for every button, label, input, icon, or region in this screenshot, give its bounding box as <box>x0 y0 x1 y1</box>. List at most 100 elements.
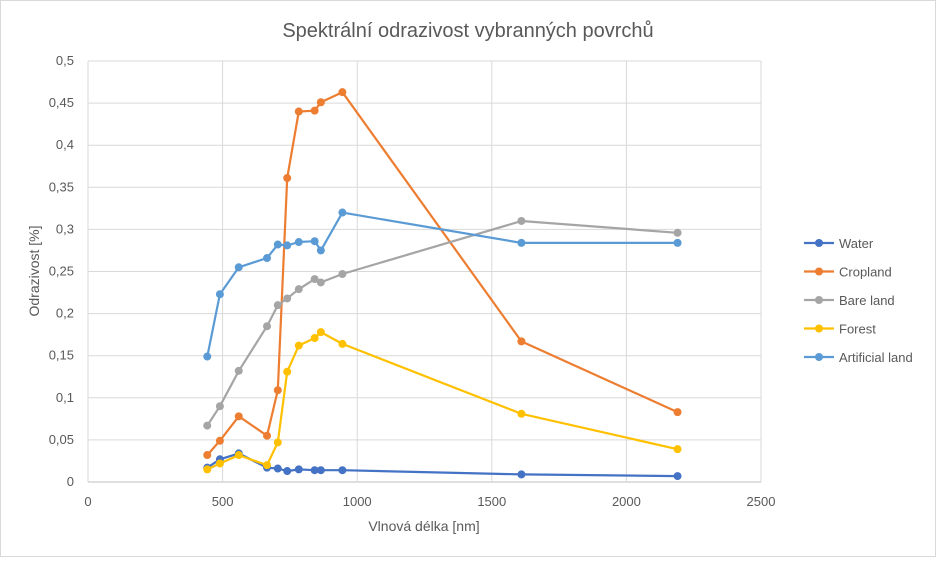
data-point <box>273 464 282 473</box>
data-point <box>263 254 272 263</box>
series-line <box>206 91 678 456</box>
legend-swatch-marker <box>815 296 823 304</box>
data-point <box>263 461 272 470</box>
data-point <box>673 238 682 247</box>
legend-label: Artificial land <box>839 350 913 365</box>
data-point <box>517 216 526 225</box>
legend-label: Cropland <box>839 265 892 280</box>
data-point <box>234 451 243 460</box>
legend-label: Water <box>839 236 874 251</box>
series-line <box>206 211 678 357</box>
chart-title: Spektrální odrazivost vybranných povrchů <box>282 20 653 42</box>
data-point <box>310 237 319 246</box>
data-point <box>338 88 347 97</box>
data-point <box>203 352 212 361</box>
y-axis-label: Odrazivost [%] <box>26 225 42 316</box>
data-point <box>316 328 325 337</box>
data-point <box>673 408 682 417</box>
data-point <box>316 278 325 287</box>
y-tick-label: 0,15 <box>49 348 74 363</box>
data-point <box>294 107 303 116</box>
x-tick-label: 2000 <box>612 494 641 509</box>
legend: Water Cropland Bare land Forest Artificial l… <box>804 236 913 365</box>
data-point <box>310 106 319 115</box>
data-point <box>203 421 212 430</box>
data-point <box>310 334 319 343</box>
y-tick-label: 0,25 <box>49 264 74 279</box>
y-tick-label: 0,05 <box>49 432 74 447</box>
data-point <box>273 301 282 310</box>
data-point <box>310 466 319 475</box>
data-point <box>273 386 282 395</box>
data-point <box>517 238 526 247</box>
legend-item: Water <box>804 236 874 251</box>
legend-swatch-marker <box>815 239 823 247</box>
data-point <box>234 263 243 272</box>
data-point <box>215 436 224 445</box>
data-point <box>263 431 272 440</box>
y-tick-label: 0 <box>67 474 74 489</box>
legend-swatch-marker <box>815 353 823 361</box>
data-point <box>517 337 526 346</box>
legend-item: Artificial land <box>804 350 913 365</box>
y-tick-label: 0,5 <box>56 53 74 68</box>
x-tick-label: 1500 <box>477 494 506 509</box>
x-tick-label: 2500 <box>747 494 776 509</box>
series-line <box>206 331 678 471</box>
legend-swatch-marker <box>815 267 823 276</box>
data-point <box>673 228 682 237</box>
data-point <box>338 466 347 475</box>
data-point <box>316 246 325 255</box>
y-tick-label: 0,3 <box>56 221 74 236</box>
series-bare-land <box>203 216 682 430</box>
series-water <box>203 449 682 481</box>
series-artificial-land <box>203 208 682 361</box>
series-forest <box>203 328 682 474</box>
data-point <box>283 467 292 476</box>
y-tick-label: 0,1 <box>56 390 74 405</box>
data-point <box>316 466 325 475</box>
data-point <box>273 240 282 249</box>
grid <box>87 60 762 483</box>
data-point <box>234 366 243 375</box>
y-tick-label: 0,35 <box>49 179 74 194</box>
data-point <box>294 285 303 294</box>
data-point <box>203 451 212 460</box>
series-line <box>206 219 678 427</box>
data-point <box>517 470 526 479</box>
axes: 0 0,05 0,1 0,15 0,2 0,25 0,3 0,35 0,4 0,45 0,5 0 500… <box>49 53 776 509</box>
data-point <box>203 465 212 474</box>
x-tick-label: 0 <box>84 494 91 509</box>
legend-label: Forest <box>839 322 876 337</box>
x-axis-label: Vlnová délka [nm] <box>368 518 479 534</box>
data-point <box>273 438 282 447</box>
data-point <box>673 445 682 454</box>
data-point <box>316 98 325 107</box>
data-point <box>263 322 272 331</box>
data-point <box>215 459 224 468</box>
data-point <box>294 238 303 247</box>
data-point <box>283 294 292 303</box>
data-point <box>338 270 347 279</box>
data-point <box>283 367 292 376</box>
data-point <box>283 241 292 250</box>
y-tick-label: 0,45 <box>49 95 74 110</box>
data-point <box>294 341 303 350</box>
x-tick-label: 1000 <box>343 494 372 509</box>
series-lines <box>203 88 682 481</box>
data-point <box>310 275 319 284</box>
y-tick-label: 0,4 <box>56 137 74 152</box>
legend-item: Bare land <box>804 293 895 308</box>
data-point <box>283 174 292 183</box>
legend-label: Bare land <box>839 293 895 308</box>
data-point <box>338 208 347 217</box>
data-point <box>338 339 347 348</box>
series-cropland <box>203 88 682 460</box>
data-point <box>215 402 224 411</box>
data-point <box>294 465 303 474</box>
data-point <box>215 290 224 299</box>
legend-item: Forest <box>804 322 876 337</box>
x-tick-label: 500 <box>212 494 234 509</box>
